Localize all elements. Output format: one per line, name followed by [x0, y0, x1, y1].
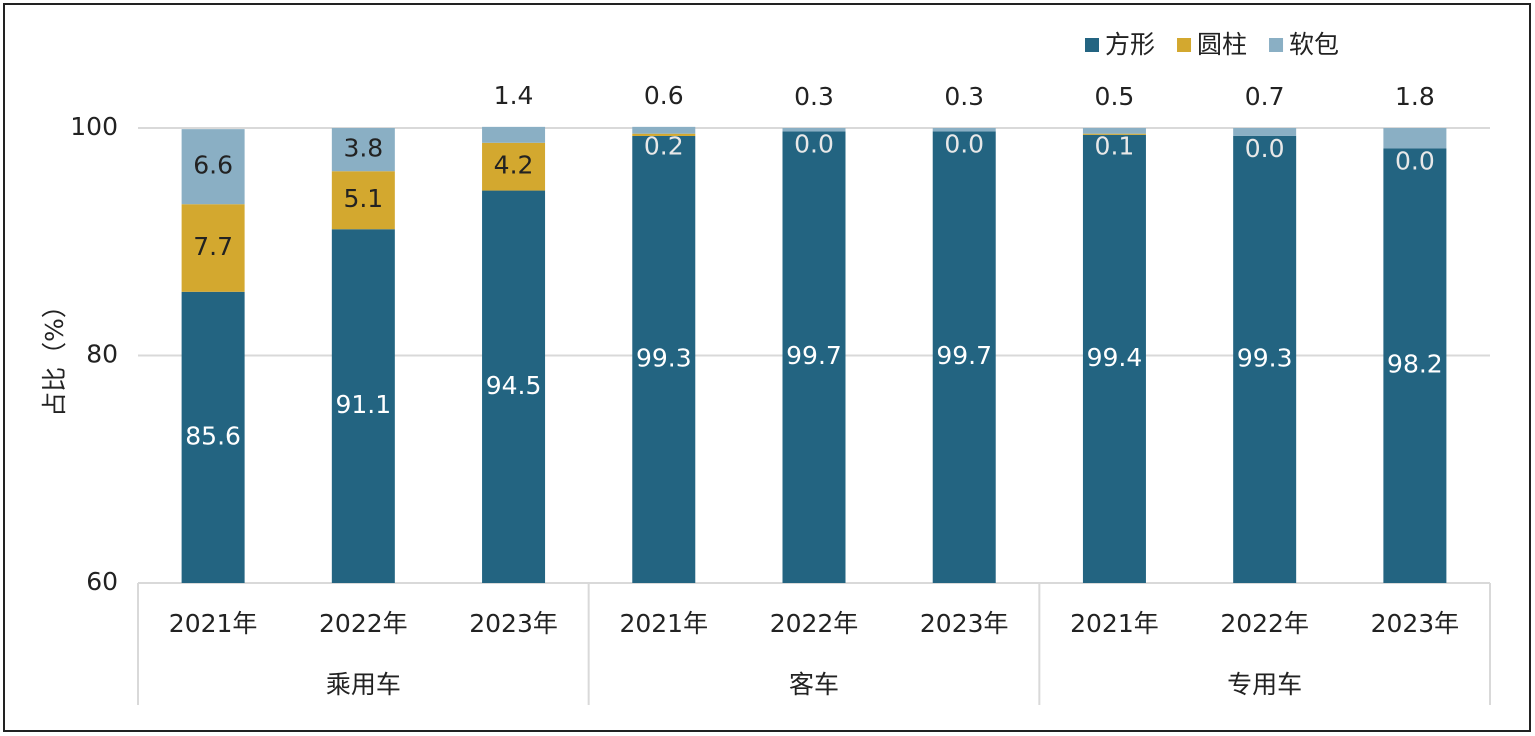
value-label: 0.3	[944, 82, 984, 111]
legend-label: 方形	[1105, 30, 1155, 59]
x-tick-label: 2022年	[1220, 609, 1309, 638]
y-tick-label: 60	[86, 567, 118, 596]
bar-segment	[482, 126, 546, 143]
value-label: 99.3	[1237, 343, 1293, 372]
value-label: 3.8	[343, 134, 383, 163]
x-tick-label: 2021年	[1070, 609, 1159, 638]
value-label: 0.1	[1095, 132, 1135, 161]
bar-segment	[482, 190, 546, 583]
value-label: 1.4	[494, 81, 534, 110]
x-tick-label: 2021年	[619, 609, 708, 638]
bar-segment	[782, 131, 846, 583]
value-label: 0.5	[1095, 82, 1135, 111]
bar-segment	[932, 131, 996, 583]
bar-segment	[1082, 128, 1146, 134]
value-label: 0.7	[1245, 82, 1285, 111]
value-label: 1.8	[1395, 82, 1435, 111]
bar-segment	[782, 128, 846, 132]
bar-segment	[1383, 128, 1447, 149]
legend-swatch	[1085, 38, 1099, 52]
group-label: 客车	[789, 670, 839, 699]
bar-segment	[1383, 148, 1447, 583]
value-label: 0.0	[794, 129, 834, 158]
value-label: 0.0	[1395, 146, 1435, 175]
group-label: 专用车	[1227, 670, 1302, 699]
value-label: 4.2	[494, 151, 534, 180]
bar-segment	[1233, 135, 1297, 583]
group-label: 乘用车	[326, 670, 401, 699]
bar-segment	[632, 126, 696, 134]
x-tick-label: 2023年	[1371, 609, 1460, 638]
x-tick-label: 2022年	[770, 609, 859, 638]
x-tick-label: 2023年	[469, 609, 558, 638]
bar-segment	[1082, 133, 1146, 135]
bar-segment	[1082, 134, 1146, 583]
bar-segment	[632, 133, 696, 136]
y-tick-label: 80	[86, 340, 118, 369]
value-label: 85.6	[185, 421, 241, 450]
bar-segment	[331, 229, 395, 584]
legend-swatch	[1177, 38, 1192, 52]
value-label: 5.1	[343, 184, 383, 213]
bar-segment	[181, 204, 245, 292]
y-axis-label: 占比（%）	[40, 293, 69, 417]
x-tick-label: 2021年	[169, 609, 258, 638]
value-label: 7.7	[193, 232, 233, 261]
bar-segment	[331, 128, 395, 172]
value-label: 99.7	[936, 341, 992, 370]
bar-segment	[1233, 128, 1297, 136]
bar-segment	[181, 291, 245, 583]
x-tick-label: 2022年	[319, 609, 408, 638]
value-label: 6.6	[193, 151, 233, 180]
value-label: 99.7	[786, 341, 842, 370]
value-label: 0.3	[794, 82, 834, 111]
value-label: 0.2	[644, 132, 684, 161]
value-label: 0.0	[1245, 134, 1285, 163]
value-label: 94.5	[486, 371, 542, 400]
legend-swatch	[1269, 38, 1284, 52]
bar-segment	[181, 129, 245, 205]
value-label: 0.0	[944, 129, 984, 158]
bar-segment	[932, 128, 996, 132]
bar-segment	[331, 171, 395, 230]
bar-segment	[632, 135, 696, 583]
bar-segment	[482, 142, 546, 191]
x-tick-label: 2023年	[920, 609, 1009, 638]
legend-label: 软包	[1289, 30, 1339, 59]
value-label: 98.2	[1387, 350, 1443, 379]
value-label: 99.4	[1087, 343, 1143, 372]
value-label: 91.1	[335, 390, 391, 419]
value-label: 0.6	[644, 81, 684, 110]
y-tick-label: 100	[70, 112, 118, 141]
legend-label: 圆柱	[1197, 30, 1247, 59]
frame	[3, 3, 1531, 732]
value-label: 99.3	[636, 343, 692, 372]
